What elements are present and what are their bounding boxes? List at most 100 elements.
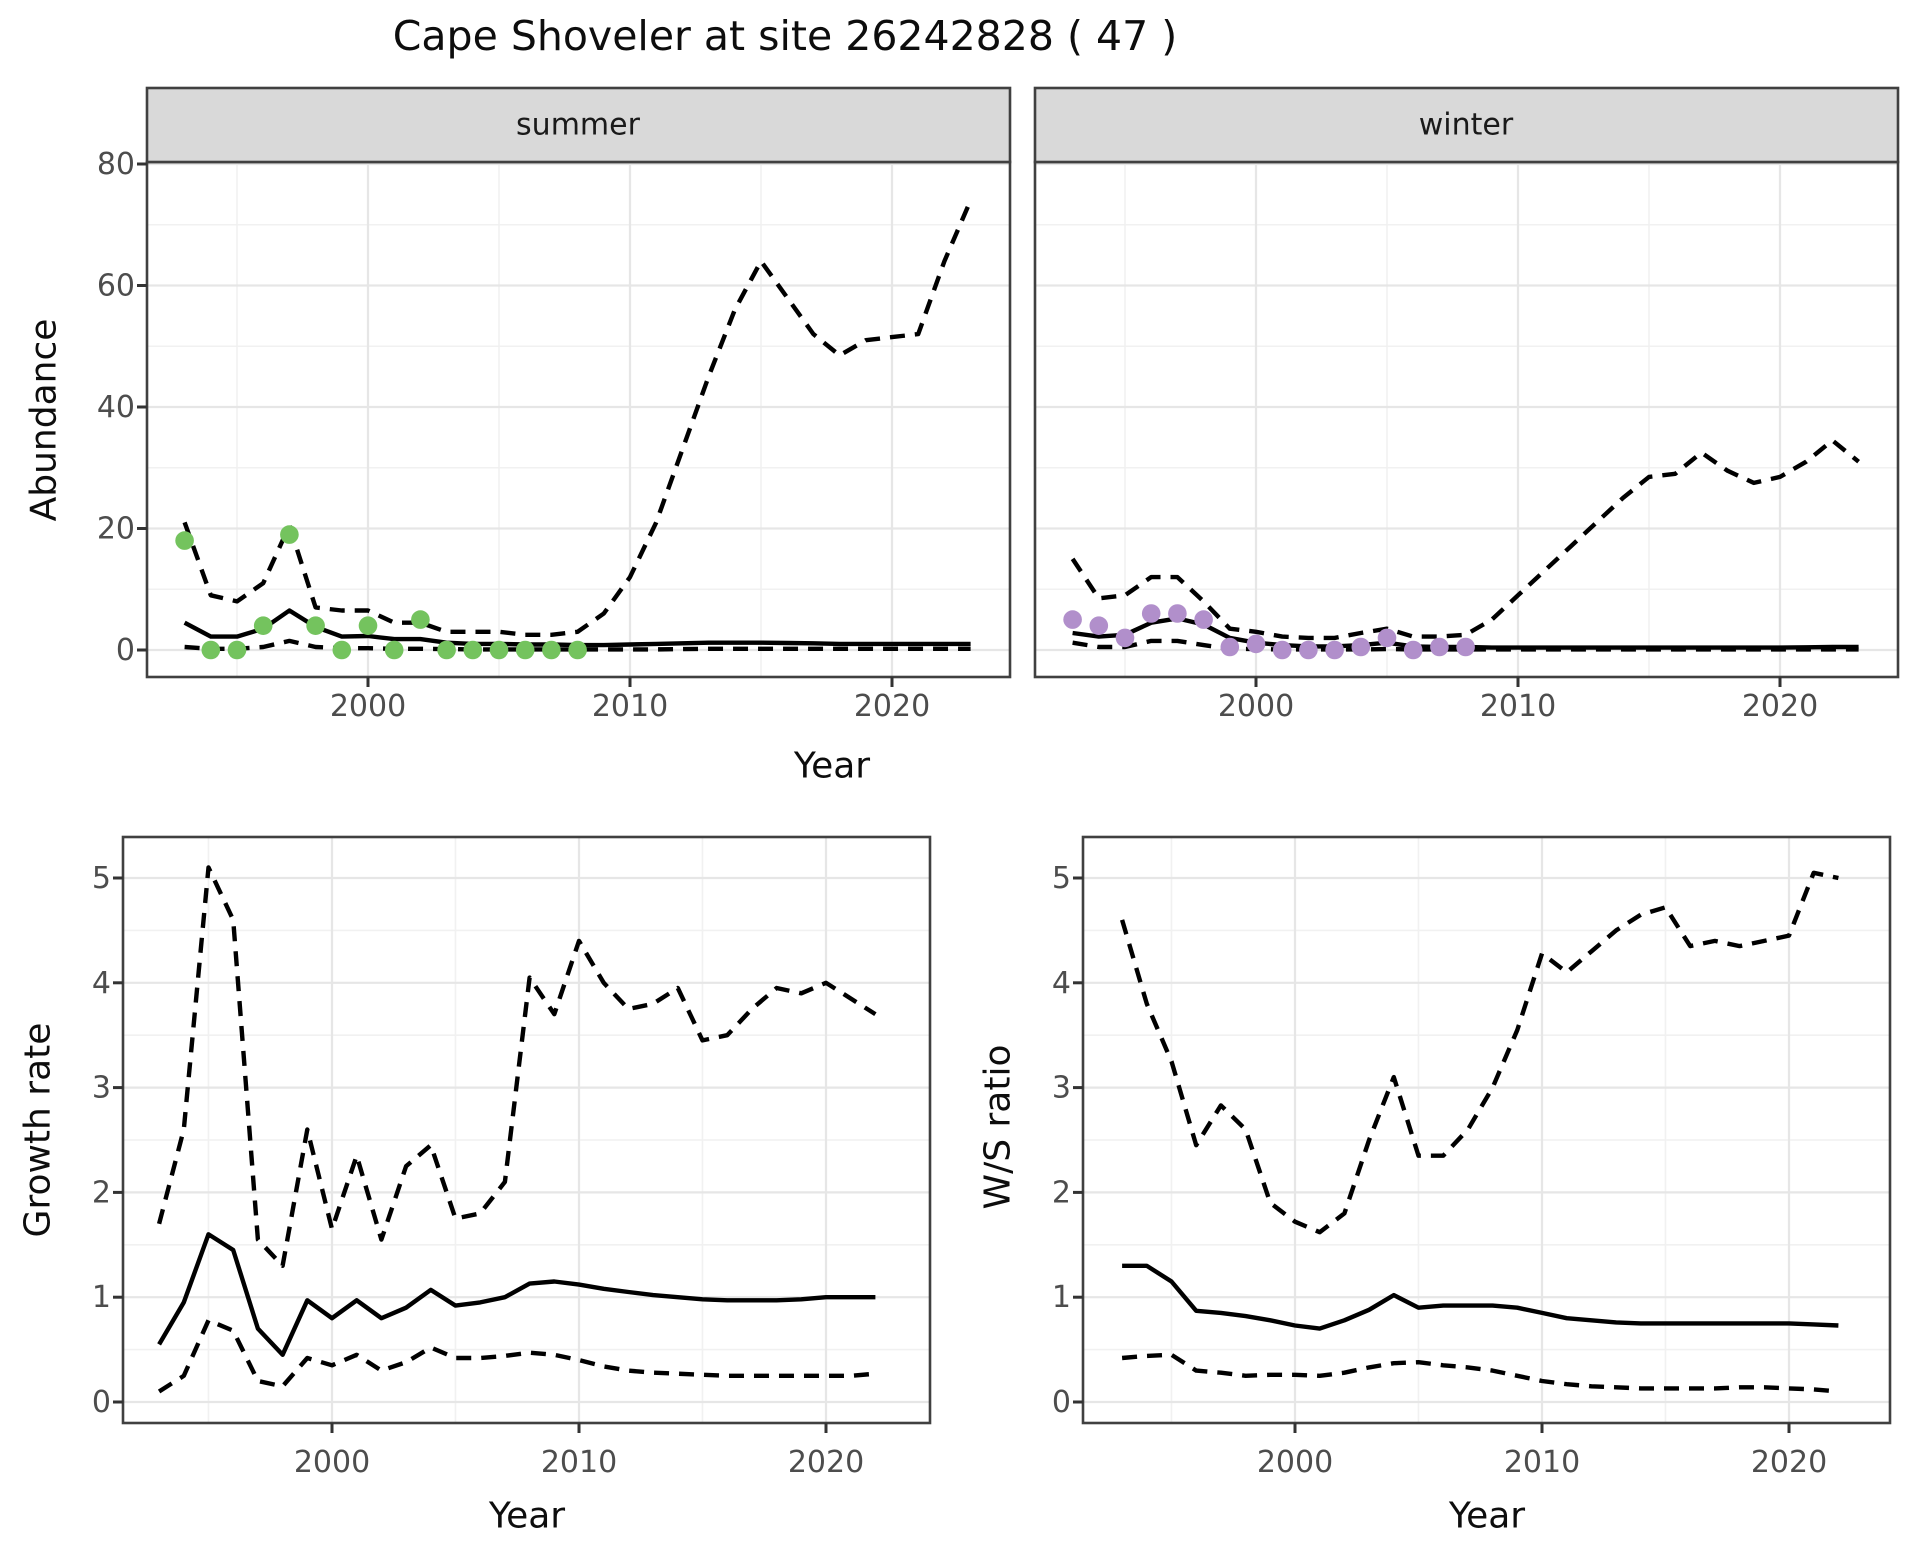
facet-strip-label-winter: winter — [1418, 107, 1514, 143]
summer-grid-minor — [147, 162, 1010, 677]
y-axis-title-ws-ratio: W/S ratio — [977, 1044, 1019, 1210]
winter-observed-point — [1089, 616, 1109, 635]
ws-y-tick-label: 2 — [1052, 1175, 1071, 1210]
summer-y-tick-label: 60 — [97, 269, 135, 304]
summer-grid-major — [147, 162, 1010, 677]
growth-y-tick-label: 5 — [92, 861, 111, 896]
summer-observed-point — [280, 525, 299, 544]
winter-observed-point — [1194, 610, 1213, 629]
ws-lower_95ci-line — [1121, 1352, 1839, 1394]
summer-x-tick-label: 2020 — [854, 689, 930, 724]
winter-observed-point — [1299, 640, 1318, 660]
growth-upper_95ci-line — [156, 865, 877, 1268]
ws-lines — [1119, 870, 1839, 1394]
winter-observed-point — [1325, 640, 1344, 660]
summer-observed-point — [201, 640, 221, 660]
winter-observed-point — [1246, 634, 1266, 654]
ws-x-tick-label: 2000 — [1257, 1445, 1333, 1480]
summer-lower_95ci-line — [184, 638, 971, 652]
growth-y-tick-label: 4 — [92, 966, 111, 1001]
growth-lines — [156, 865, 877, 1394]
winter-facet-strip — [1033, 86, 1900, 164]
summer-y-tick-label: 80 — [97, 147, 135, 182]
ws-panel: 2000 2010 2020 0 1 2 3 4 5 — [1052, 835, 1892, 1480]
growth-y-tick-label: 2 — [92, 1175, 111, 1210]
summer-axis-ticks: 2000 2010 2020 0 20 40 60 80 — [97, 147, 930, 724]
summer-y-tick-label: 20 — [97, 512, 135, 547]
winter-x-tick-label: 2000 — [1218, 689, 1294, 724]
growth-x-tick-label: 2000 — [294, 1445, 370, 1480]
y-axis-title-growth-rate: Growth rate — [17, 1022, 59, 1238]
winter-x-tick-label: 2020 — [1742, 689, 1818, 724]
winter-observed-point — [1063, 610, 1082, 629]
winter-observed-point — [1430, 637, 1449, 657]
summer-y-tick-label: 40 — [97, 390, 135, 425]
growth-panel: 2000 2010 2020 0 1 2 3 4 5 — [92, 835, 932, 1480]
growth-y-tick-label: 1 — [92, 1280, 111, 1315]
x-axis-title-year-ws: Year — [1448, 1495, 1526, 1537]
ws-panel-border — [1081, 835, 1892, 1425]
summer-panel: 2000 2010 2020 0 20 40 60 80 — [97, 86, 1012, 724]
winter-panel-background — [1035, 162, 1898, 677]
summer-observed_counts-points — [175, 525, 587, 660]
winter-observed_counts-points — [1063, 604, 1475, 660]
ws-x-tick-label: 2020 — [1751, 1445, 1827, 1480]
growth-panel-background — [123, 837, 930, 1423]
facet-strip-label-summer: summer — [516, 107, 640, 143]
summer-facet-strip — [145, 86, 1012, 164]
summer-upper_95ci-line — [182, 199, 973, 637]
summer-observed-point — [515, 640, 535, 660]
summer-observed-point — [306, 616, 325, 635]
winter-observed-point — [1403, 640, 1423, 660]
ws-upper_95ci-line — [1119, 870, 1839, 1235]
winter-observed-point — [1168, 604, 1187, 623]
growth-axis-ticks: 2000 2010 2020 0 1 2 3 4 5 — [92, 861, 864, 1480]
growth-x-tick-label: 2010 — [541, 1445, 617, 1480]
ws-y-tick-label: 0 — [1052, 1385, 1071, 1420]
winter-observed-point — [1351, 637, 1371, 657]
winter-observed-point — [1141, 604, 1161, 623]
ws-y-tick-label: 1 — [1052, 1280, 1071, 1315]
summer-observed-point — [175, 531, 194, 550]
growth-x-tick-label: 2020 — [788, 1445, 864, 1480]
growth-lower_95ci-line — [157, 1318, 876, 1394]
winter-lower_95ci-line — [1072, 638, 1859, 652]
ws-x-tick-label: 2010 — [1504, 1445, 1580, 1480]
summer-observed-point — [463, 640, 483, 660]
ws-y-tick-label: 3 — [1052, 1071, 1071, 1106]
ws-grid-minor — [1083, 837, 1890, 1423]
summer-observed-point — [384, 640, 404, 660]
summer-x-tick-label: 2010 — [592, 689, 668, 724]
growth-panel-border — [121, 835, 932, 1425]
ws-axis-ticks: 2000 2010 2020 0 1 2 3 4 5 — [1052, 861, 1827, 1480]
ws-y-tick-label: 4 — [1052, 966, 1071, 1001]
summer-observed-point — [253, 616, 273, 635]
x-axis-title-year-top: Year — [793, 745, 871, 787]
growth-grid-major — [123, 837, 930, 1423]
winter-observed-point — [1272, 640, 1292, 660]
winter-grid-minor — [1035, 162, 1898, 677]
summer-observed-point — [489, 640, 509, 660]
x-axis-title-year-growth: Year — [488, 1495, 566, 1537]
winter-observed-point — [1377, 628, 1397, 648]
growth-median-line — [157, 1232, 876, 1357]
summer-observed-point — [542, 640, 561, 660]
summer-observed-point — [437, 640, 456, 660]
summer-observed-point — [358, 616, 378, 635]
winter-upper_95ci-line — [1070, 438, 1860, 641]
chart-title: Cape Shoveler at site 26242828 ( 47 ) — [392, 12, 1178, 60]
winter-axis-ticks: 2000 2010 2020 — [1218, 677, 1818, 724]
winter-observed-point — [1220, 637, 1240, 657]
winter-observed-point — [1115, 628, 1135, 648]
summer-panel-background — [147, 162, 1010, 677]
growth-y-tick-label: 0 — [92, 1385, 111, 1420]
summer-observed-point — [332, 640, 352, 660]
summer-y-tick-label: 0 — [116, 633, 135, 668]
summer-observed-point — [411, 610, 430, 629]
ws-y-tick-label: 5 — [1052, 861, 1071, 896]
winter-observed-point — [1456, 637, 1475, 657]
ws-median-line — [1122, 1263, 1839, 1331]
summer-x-tick-label: 2000 — [330, 689, 406, 724]
